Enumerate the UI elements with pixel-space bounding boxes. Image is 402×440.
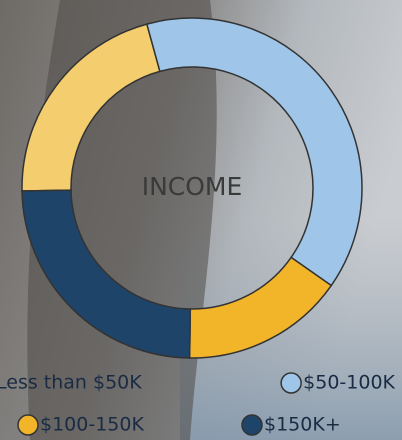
legend-label: Less than $50K (0, 372, 142, 394)
center-label: INCOME (142, 172, 243, 201)
legend-swatch (280, 372, 302, 394)
donut-segment (21, 189, 192, 359)
legend-swatch (17, 414, 39, 436)
donut (21, 17, 363, 359)
legend-label: $150K+ (264, 414, 341, 436)
legend-label: $100-150K (40, 414, 144, 436)
legend: Less than $50K $50-100K $100-150K $150K+ (0, 372, 396, 436)
donut-segment (145, 17, 363, 287)
legend-label: $50-100K (303, 372, 395, 394)
legend-swatch (241, 414, 263, 436)
